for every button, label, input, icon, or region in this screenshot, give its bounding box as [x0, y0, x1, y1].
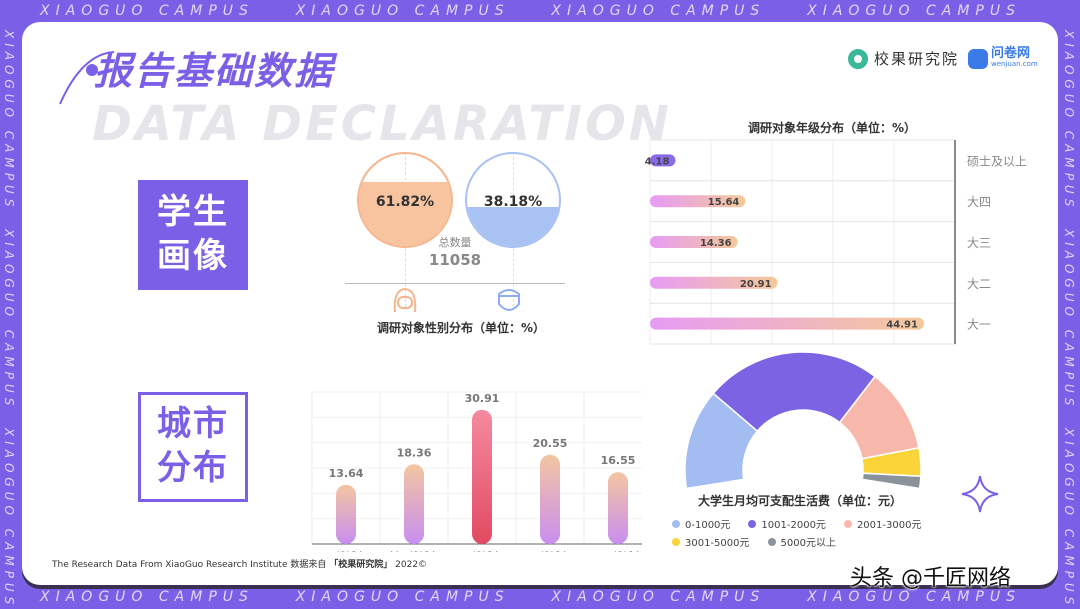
bar	[336, 484, 356, 544]
section-label-line1: 城市	[157, 404, 229, 444]
category-label: 大一	[967, 318, 991, 332]
donut-slice	[861, 472, 922, 490]
category-label: 二线城市	[462, 550, 502, 552]
divider-line	[345, 283, 565, 284]
male-icon	[498, 289, 520, 311]
ring-icon	[848, 48, 868, 69]
section-student-profile: 学生 画像	[138, 180, 248, 290]
page-title: 报告基础数据	[94, 49, 335, 93]
frame-bottom-text: XIAOGUO CAMPUS XIAOGUO CAMPUS XIAOGUO CA…	[40, 589, 1021, 605]
category-label: 大四	[967, 195, 991, 209]
legend-row-2: 3001-5000元 5000元以上	[672, 534, 836, 549]
sparkle-icon	[961, 475, 999, 513]
gender-chart-title: 调研对象性别分布（单位：%）	[377, 321, 546, 335]
cat-icon	[968, 49, 988, 69]
section-label-line1: 学生	[157, 192, 229, 232]
bar	[608, 472, 628, 544]
male-percent: 38.18%	[483, 194, 543, 210]
legend-dot	[843, 520, 852, 528]
legend-item: 3001-5000元	[672, 534, 750, 549]
living-expense-donut-chart	[684, 351, 922, 490]
section-label-line2: 画像	[157, 236, 229, 276]
report-card: DATA DECLARATION 报告基础数据 校果研究院 问卷网 wenjua…	[22, 22, 1058, 585]
frame-right-text: XIAOGUO CAMPUS XIAOGUO CAMPUS XIAOGUO CA…	[1062, 30, 1076, 609]
category-label: 大二	[967, 277, 991, 291]
legend-row-1: 0-1000元 1001-2000元 2001-3000元	[672, 516, 921, 531]
male-fill	[467, 207, 559, 246]
female-gauge: 61.82%	[357, 152, 453, 248]
bar-value-label: 14.36	[700, 238, 732, 249]
category-label: 大三	[967, 236, 991, 250]
bar	[404, 464, 424, 544]
bar-value-label: 15.64	[708, 197, 740, 208]
category-label: 新一线城市	[389, 550, 439, 552]
bar	[650, 276, 778, 289]
donut-slice	[712, 351, 877, 433]
section-label-line2: 分布	[157, 448, 229, 488]
total-count: 11058	[428, 251, 482, 269]
grade-chart-title: 调研对象年级分布（单位：%）	[748, 121, 917, 135]
logo-xiaoguo-text: 校果研究院	[874, 50, 960, 68]
bar	[472, 409, 492, 544]
bar	[650, 195, 746, 208]
legend-item: 2001-3000元	[843, 516, 921, 531]
logo-wenjuan-sub: wenjuan.com	[991, 60, 1038, 68]
bar	[650, 154, 676, 167]
bar-value-label: 30.91	[465, 392, 500, 405]
female-icon	[393, 287, 417, 313]
legend-dot	[672, 538, 680, 546]
legend-item: 5000元以上	[767, 534, 836, 549]
watermark: 头条 @千匠网络	[850, 566, 1011, 591]
frame-top-text: XIAOGUO CAMPUS XIAOGUO CAMPUS XIAOGUO CA…	[40, 3, 1021, 19]
male-gauge: 38.18%	[465, 152, 561, 248]
category-label: 四五线城市	[593, 550, 642, 552]
total-label: 总数量	[438, 236, 472, 249]
category-label: 三线城市	[530, 550, 570, 552]
bar-value-label: 20.91	[740, 279, 772, 290]
bar-value-label: 16.55	[601, 454, 636, 467]
footer-source: The Research Data From XiaoGuo Research …	[52, 560, 428, 570]
bar	[650, 317, 924, 330]
grade-bar-chart: 4.18 硕士及以上 15.64 大四 14.36 大三 20.91 大二 44.91 大一	[645, 139, 1027, 345]
category-label: 硕士及以上	[967, 154, 1027, 168]
background-title: DATA DECLARATION	[92, 96, 672, 152]
logo-wenjuan-text: 问卷网	[991, 46, 1031, 61]
bar-value-label: 4.18	[645, 156, 670, 167]
bar	[650, 236, 738, 248]
bar-value-label: 20.55	[533, 437, 568, 450]
bar-value-label: 44.91	[886, 320, 918, 331]
section-city-distribution: 城市 分布	[138, 392, 248, 502]
legend-dot	[748, 520, 757, 528]
bar-value-label: 18.36	[397, 446, 432, 459]
legend-item: 1001-2000元	[748, 516, 826, 531]
bar	[540, 454, 560, 544]
logo-xiaoguo: 校果研究院	[848, 48, 959, 69]
legend-dot	[767, 538, 776, 546]
bar-value-label: 13.64	[329, 467, 364, 480]
orbit-decoration-icon	[59, 51, 115, 105]
living-expense-chart-title: 大学生月均可支配生活费（单位：元）	[698, 494, 903, 508]
category-label: 一线城市	[326, 550, 366, 552]
female-fill	[359, 181, 451, 246]
city-bar-chart: 13.64 一线城市 18.36 新一线城市 30.91 二线城市 20.55 三线城市 16.…	[311, 391, 642, 552]
frame-left-text: XIAOGUO CAMPUS XIAOGUO CAMPUS XIAOGUO CA…	[2, 30, 16, 609]
female-percent: 61.82%	[375, 194, 435, 210]
legend-item: 0-1000元	[672, 516, 730, 531]
legend-dot	[672, 520, 680, 528]
logo-wenjuan: 问卷网 wenjuan.com	[968, 46, 1038, 70]
